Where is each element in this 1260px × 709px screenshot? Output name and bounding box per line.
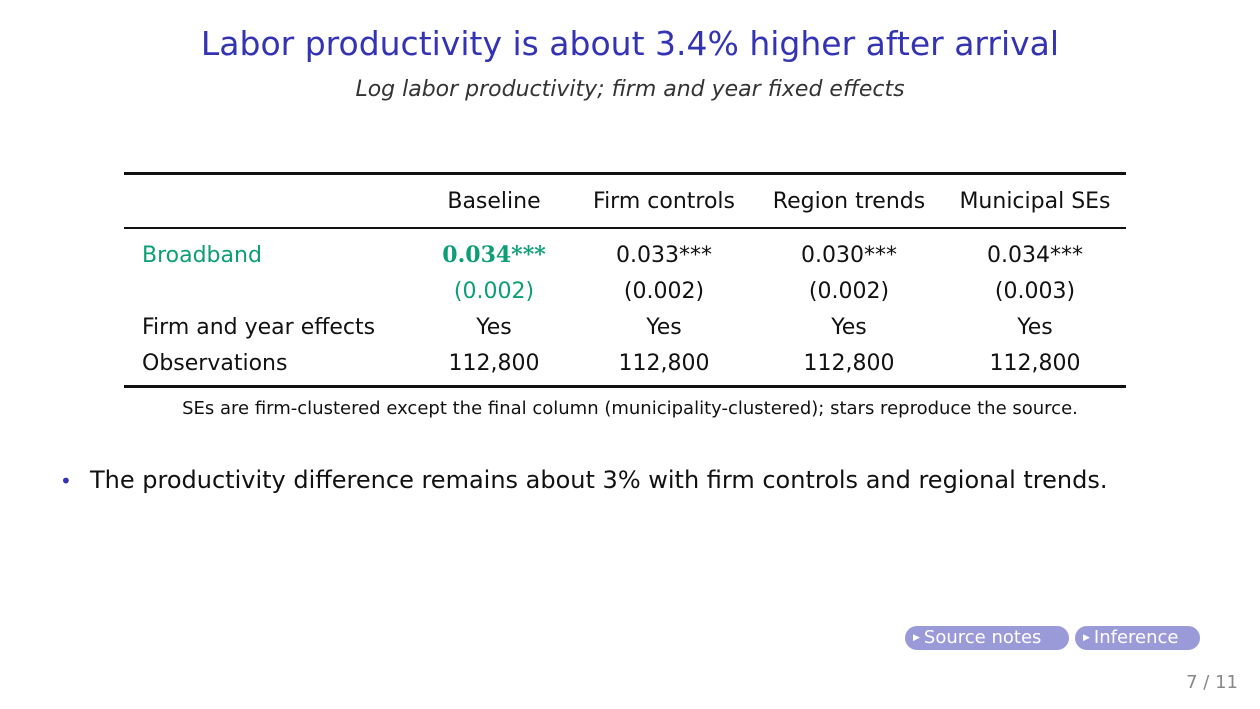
header-empty bbox=[124, 174, 414, 229]
bullet-dot-icon: • bbox=[60, 469, 72, 493]
obs-firm-controls: 112,800 bbox=[618, 350, 710, 376]
slide-title: Labor productivity is about 3.4% higher … bbox=[200, 24, 1060, 63]
source-notes-label: Source notes bbox=[923, 627, 1042, 648]
fe-firm-controls: Yes bbox=[646, 314, 682, 340]
table-header-row: Baseline Firm controls Region trends Mun… bbox=[124, 173, 1126, 229]
slide-subtitle: Log labor productivity; firm and year fi… bbox=[355, 77, 905, 102]
coef-firm-controls: 0.033*** bbox=[616, 242, 712, 268]
se-firm-controls: (0.002) bbox=[623, 278, 705, 304]
obs-region-trends: 112,800 bbox=[803, 350, 895, 376]
obs-baseline: 112,800 bbox=[448, 350, 540, 376]
row-label: Observations bbox=[142, 350, 288, 376]
se-baseline: (0.002) bbox=[453, 278, 535, 304]
se-municipal-ses: (0.003) bbox=[994, 278, 1076, 304]
header-firm-controls: Firm controls bbox=[593, 188, 735, 214]
table-row-broadband: Broadband 0.034*** 0.033*** 0.030*** 0.0… bbox=[124, 228, 1126, 273]
fe-region-trends: Yes bbox=[831, 314, 867, 340]
table-row-fixed-effects: Firm and year effects Yes Yes Yes Yes bbox=[124, 309, 1126, 345]
header-municipal-ses: Municipal SEs bbox=[959, 188, 1111, 214]
regression-table: Baseline Firm controls Region trends Mun… bbox=[124, 172, 1126, 388]
regression-table-container: Baseline Firm controls Region trends Mun… bbox=[124, 172, 1126, 388]
table-note: SEs are firm-clustered except the final … bbox=[182, 398, 1078, 419]
table-row-observations: Observations 112,800 112,800 112,800 112… bbox=[124, 345, 1126, 387]
source-notes-button[interactable]: ▶ Source notes bbox=[905, 626, 1069, 650]
inference-button[interactable]: ▶ Inference bbox=[1075, 626, 1200, 650]
coef-baseline: 0.034*** bbox=[442, 242, 546, 268]
fe-municipal-ses: Yes bbox=[1017, 314, 1053, 340]
fe-baseline: Yes bbox=[476, 314, 512, 340]
row-label: Broadband bbox=[142, 242, 262, 268]
bullet-item: • The productivity difference remains abo… bbox=[60, 466, 1107, 494]
coef-municipal-ses: 0.034*** bbox=[987, 242, 1083, 268]
coef-region-trends: 0.030*** bbox=[801, 242, 897, 268]
page-number: 7 / 11 bbox=[1186, 672, 1238, 693]
se-region-trends: (0.002) bbox=[808, 278, 890, 304]
bullet-text: The productivity difference remains abou… bbox=[90, 466, 1108, 494]
row-label bbox=[124, 273, 414, 309]
row-label: Firm and year effects bbox=[142, 314, 376, 340]
inference-label: Inference bbox=[1093, 627, 1179, 648]
triangle-right-icon: ▶ bbox=[1083, 633, 1090, 643]
triangle-right-icon: ▶ bbox=[913, 633, 920, 643]
header-region-trends: Region trends bbox=[772, 188, 926, 214]
header-baseline: Baseline bbox=[447, 188, 541, 214]
obs-municipal-ses: 112,800 bbox=[989, 350, 1081, 376]
table-row-standard-errors: (0.002) (0.002) (0.002) (0.003) bbox=[124, 273, 1126, 309]
